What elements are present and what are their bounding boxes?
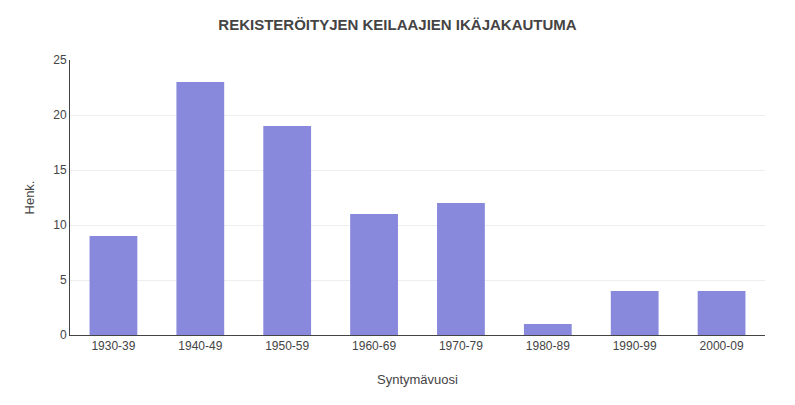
- svg-text:2000-09: 2000-09: [700, 339, 744, 353]
- svg-text:1970-79: 1970-79: [439, 339, 483, 353]
- svg-text:15: 15: [53, 163, 67, 177]
- svg-text:5: 5: [60, 273, 67, 287]
- svg-text:10: 10: [53, 218, 67, 232]
- svg-text:1990-99: 1990-99: [613, 339, 657, 353]
- svg-text:1950-59: 1950-59: [265, 339, 309, 353]
- svg-text:20: 20: [53, 108, 67, 122]
- svg-text:REKISTERÖITYJEN KEILAAJIEN IKÄ: REKISTERÖITYJEN KEILAAJIEN IKÄJAKAUTUMA: [218, 16, 577, 33]
- svg-text:Syntymävuosi: Syntymävuosi: [377, 372, 458, 387]
- svg-text:1980-89: 1980-89: [526, 339, 570, 353]
- svg-text:1960-69: 1960-69: [352, 339, 396, 353]
- svg-text:1930-39: 1930-39: [91, 339, 135, 353]
- svg-text:Henk.: Henk.: [22, 181, 37, 215]
- svg-text:1940-49: 1940-49: [178, 339, 222, 353]
- svg-text:0: 0: [60, 328, 67, 342]
- svg-text:25: 25: [53, 53, 67, 67]
